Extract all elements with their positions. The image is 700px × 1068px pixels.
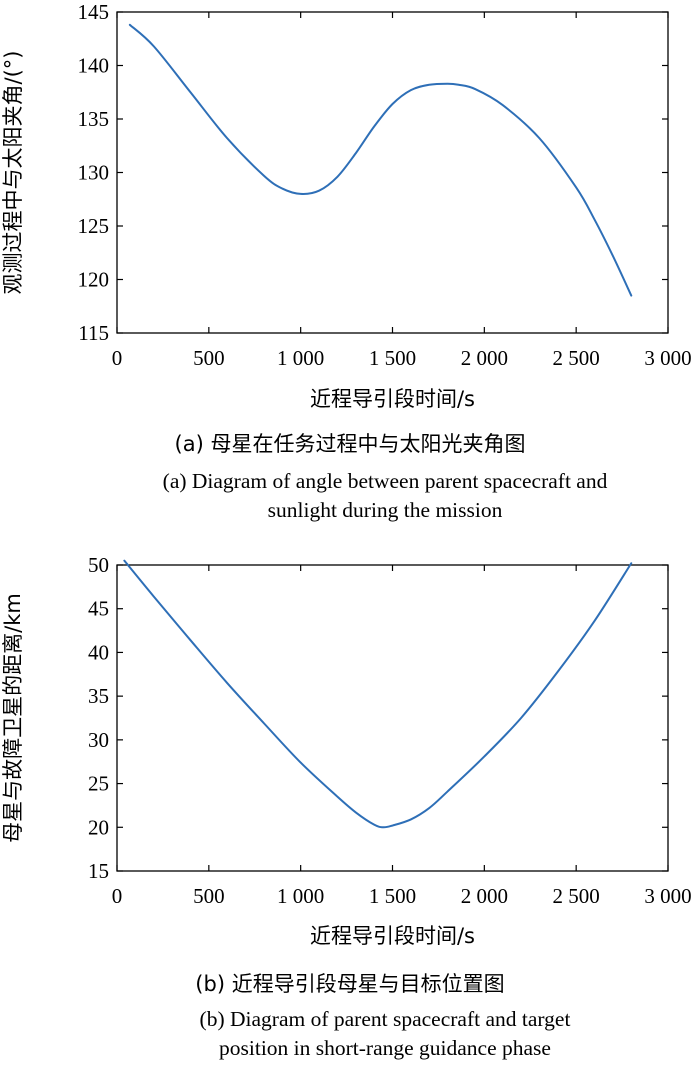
x-axis-label: 近程导引段时间/s <box>310 387 475 411</box>
y-tick-label: 40 <box>88 640 109 664</box>
x-tick-label: 2 500 <box>553 884 600 908</box>
y-tick-label: 130 <box>78 161 110 185</box>
caption-a-en: (a) Diagram of angle between parent spac… <box>162 469 608 522</box>
y-tick-label: 145 <box>78 0 110 24</box>
x-tick-label: 1 000 <box>277 884 324 908</box>
x-tick-label: 1 500 <box>369 346 416 370</box>
x-tick-label: 2 000 <box>461 346 508 370</box>
x-tick-label: 500 <box>193 346 225 370</box>
y-tick-label: 125 <box>78 214 110 238</box>
y-tick-label: 120 <box>78 268 110 292</box>
x-tick-label: 2 000 <box>461 884 508 908</box>
y-axis-label: 观测过程中与太阳夹角/(°) <box>1 51 25 295</box>
y-tick-label: 25 <box>88 772 109 796</box>
caption-b-en: (b) Diagram of parent spacecraft and tar… <box>199 1007 571 1060</box>
y-tick-label: 45 <box>88 597 109 621</box>
x-tick-label: 500 <box>193 884 225 908</box>
series-line <box>128 23 633 297</box>
y-tick-label: 140 <box>78 54 110 78</box>
x-tick-label: 0 <box>112 346 123 370</box>
caption-a-cn: (a) 母星在任务过程中与太阳光夹角图 <box>174 432 526 456</box>
y-tick-label: 35 <box>88 684 109 708</box>
caption-b-cn: (b) 近程导引段母星与目标位置图 <box>195 972 505 996</box>
y-axis-label: 母星与故障卫星的距离/km <box>1 593 25 843</box>
y-tick-label: 30 <box>88 728 109 752</box>
y-tick-label: 50 <box>88 553 109 577</box>
chart-distance: 0 500 1 000 1 500 2 000 2 500 3 000 15 20 25 30 35 4… <box>1 553 692 948</box>
y-tick-label: 115 <box>78 321 109 345</box>
plot-frame <box>116 11 669 334</box>
chart-angle: 0 500 1 000 1 500 2 000 2 500 3 000 115 120 125 13… <box>1 0 692 411</box>
y-tick-label: 20 <box>88 815 109 839</box>
x-tick-label: 3 000 <box>644 884 691 908</box>
x-tick-label: 3 000 <box>644 346 691 370</box>
x-tick-label: 2 500 <box>553 346 600 370</box>
y-tick-label: 135 <box>78 107 110 131</box>
x-tick-label: 0 <box>112 884 123 908</box>
x-tick-label: 1 000 <box>277 346 324 370</box>
series-line <box>123 559 633 829</box>
x-axis-label: 近程导引段时间/s <box>310 924 475 948</box>
y-tick-label: 15 <box>88 859 109 883</box>
x-tick-label: 1 500 <box>369 884 416 908</box>
